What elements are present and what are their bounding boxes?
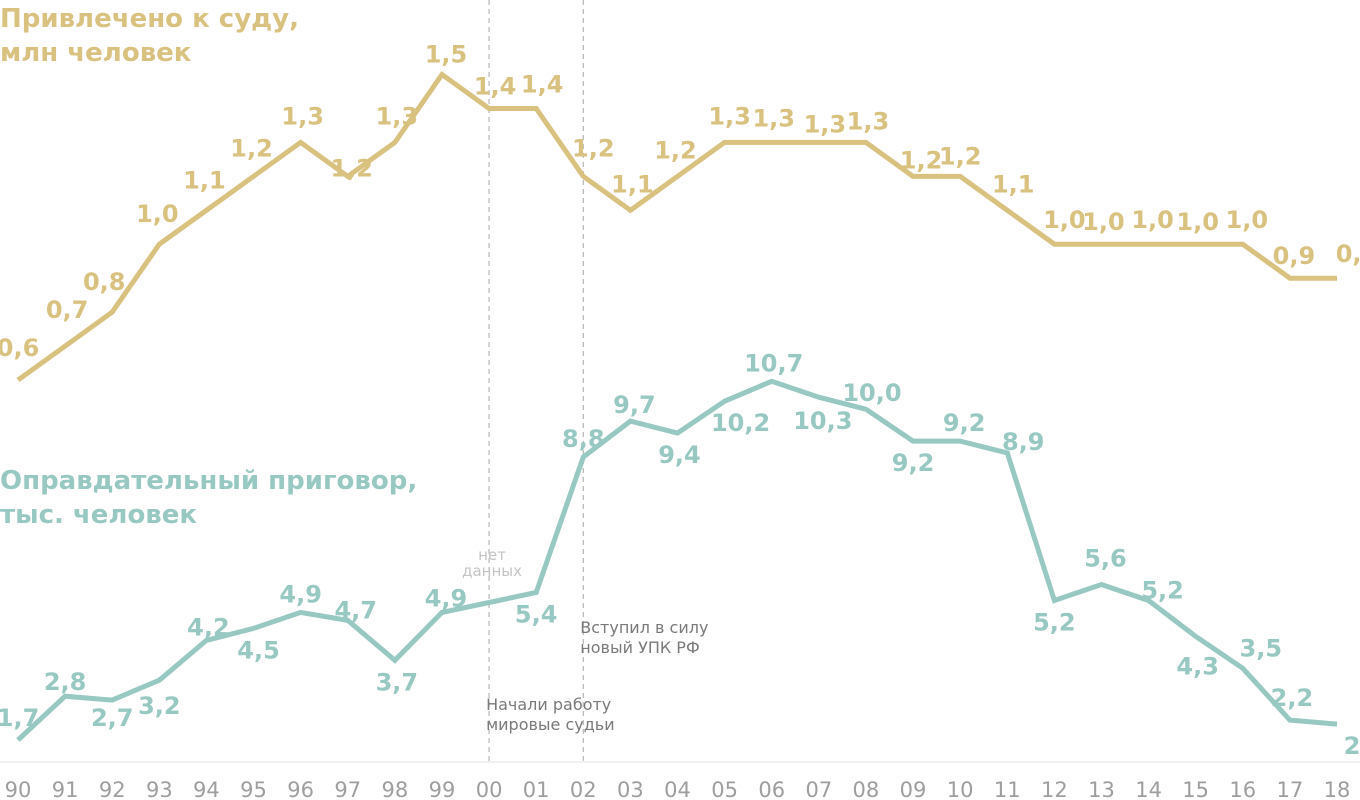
data-label: 4,3 [1176, 652, 1219, 680]
data-label: 4,5 [237, 636, 280, 664]
annotation-text: новый УПК РФ [580, 638, 699, 657]
data-label: 4,9 [425, 584, 468, 612]
data-label: 1,2 [572, 134, 615, 162]
x-tick-label: 00 [476, 778, 503, 800]
series-line [16, 378, 1338, 742]
x-tick-label: 15 [1182, 778, 1209, 800]
data-label: 10,2 [711, 409, 770, 437]
data-label: 10,7 [744, 349, 803, 377]
data-label: 3,5 [1240, 634, 1283, 662]
no-data-label: данных [462, 562, 522, 580]
data-label: 1,3 [376, 102, 419, 130]
data-label: 1,3 [847, 107, 890, 135]
data-label: 5,2 [1141, 576, 1184, 604]
x-tick-label: 97 [334, 778, 361, 800]
data-label: 4,9 [279, 580, 322, 608]
data-label: 0,9 [1336, 240, 1360, 268]
data-label: 1,0 [1043, 206, 1086, 234]
data-label: 2,2 [1271, 684, 1314, 712]
x-tick-label: 14 [1135, 778, 1162, 800]
data-label: 1,3 [804, 110, 847, 138]
x-tick-label: 94 [193, 778, 220, 800]
annotation-text: мировые судьи [486, 715, 615, 734]
x-tick-label: 98 [381, 778, 408, 800]
data-label: 1,0 [136, 200, 179, 228]
data-label: 10,0 [842, 379, 901, 407]
data-label: 5,6 [1084, 545, 1127, 573]
x-tick-label: 99 [429, 778, 456, 800]
data-label: 4,7 [334, 596, 377, 624]
x-tick-label: 12 [1041, 778, 1068, 800]
data-label: 1,4 [521, 70, 564, 98]
data-label: 9,2 [943, 409, 986, 437]
x-tick-label: 90 [5, 778, 32, 800]
data-label: 1,7 [0, 704, 39, 732]
data-label: 1,1 [611, 170, 654, 198]
x-tick-label: 17 [1277, 778, 1304, 800]
data-label: 1,1 [992, 170, 1035, 198]
x-tick-label: 08 [853, 778, 880, 800]
series-line [16, 70, 1337, 383]
data-label: 5,2 [1033, 608, 1076, 636]
data-label: 1,3 [281, 102, 324, 130]
x-tick-label: 10 [947, 778, 974, 800]
data-label: 9,4 [658, 441, 701, 469]
data-label: 1,2 [939, 142, 982, 170]
x-tick-label: 11 [994, 778, 1021, 800]
data-label: 1,3 [752, 104, 795, 132]
data-label: 2,8 [44, 668, 87, 696]
data-label: 3,7 [376, 668, 419, 696]
x-tick-label: 09 [900, 778, 927, 800]
x-tick-label: 96 [287, 778, 314, 800]
data-label: 9,2 [892, 449, 935, 477]
x-tick-label: 91 [52, 778, 79, 800]
data-label: 1,5 [425, 41, 468, 69]
data-label: 9,7 [613, 391, 656, 419]
x-tick-label: 07 [805, 778, 832, 800]
data-label: 2,1 [1344, 732, 1360, 760]
x-tick-label: 06 [758, 778, 785, 800]
data-label: 1,4 [474, 72, 517, 100]
data-label: 0,7 [46, 296, 89, 324]
data-label: 1,1 [183, 166, 226, 194]
x-tick-label: 92 [99, 778, 126, 800]
series-title: Привлечено к суду, [0, 4, 299, 34]
x-tick-label: 16 [1229, 778, 1256, 800]
data-label: 1,3 [708, 102, 751, 130]
data-label: 8,9 [1002, 428, 1045, 456]
x-tick-label: 02 [570, 778, 597, 800]
data-label: 1,2 [330, 154, 373, 182]
x-tick-label: 03 [617, 778, 644, 800]
series-title: млн человек [0, 38, 192, 68]
data-label: 2,7 [91, 704, 134, 732]
annotation-text: Вступил в силу [580, 618, 708, 637]
data-label: 1,0 [1176, 208, 1219, 236]
data-label: 1,2 [900, 146, 943, 174]
data-label: 3,2 [138, 692, 181, 720]
data-label: 10,3 [793, 407, 852, 435]
data-label: 4,2 [187, 613, 230, 641]
data-label: 1,0 [1131, 206, 1174, 234]
x-tick-label: 05 [711, 778, 738, 800]
annotation-text: Начали работу [486, 695, 611, 714]
data-label: 8,8 [562, 425, 605, 453]
series-title: тыс. человек [0, 500, 197, 530]
no-data-label: нет [478, 546, 506, 564]
data-label: 1,2 [230, 134, 273, 162]
x-tick-label: 04 [664, 778, 691, 800]
data-label: 0,8 [83, 268, 126, 296]
data-label: 1,2 [654, 136, 697, 164]
x-tick-label: 13 [1088, 778, 1115, 800]
data-label: 0,6 [0, 334, 39, 362]
data-label: 1,0 [1226, 206, 1269, 234]
x-tick-label: 01 [523, 778, 550, 800]
x-tick-label: 93 [146, 778, 173, 800]
data-label: 0,9 [1273, 242, 1316, 270]
series-title: Оправдательный приговор, [0, 466, 417, 496]
x-tick-label: 18 [1324, 778, 1351, 800]
data-label: 5,4 [515, 601, 558, 629]
data-label: 1,0 [1082, 208, 1125, 236]
x-tick-label: 95 [240, 778, 267, 800]
